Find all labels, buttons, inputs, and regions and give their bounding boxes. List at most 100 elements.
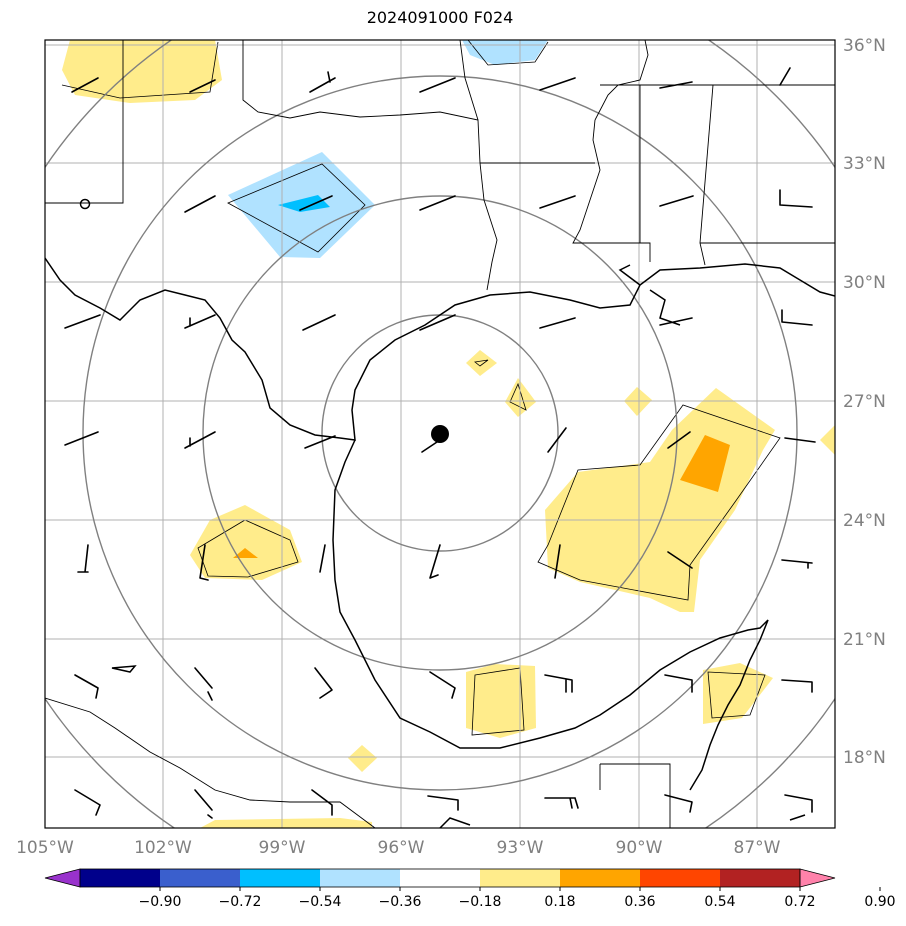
wind-barb xyxy=(304,435,336,449)
wind-barb xyxy=(184,314,216,329)
colorbar-tick-label: −0.18 xyxy=(459,894,502,910)
wind-barb xyxy=(314,667,333,699)
colorbar-segment xyxy=(240,869,321,887)
calm-wind-icon xyxy=(79,198,91,210)
wind-barb xyxy=(784,437,816,443)
lon-label: 87°W xyxy=(734,838,781,858)
lat-label: 33°N xyxy=(843,154,886,174)
wind-barb xyxy=(299,195,333,211)
positive-region-strong xyxy=(680,435,730,492)
lon-label: 96°W xyxy=(378,838,425,858)
colorbar-segment xyxy=(80,869,161,887)
wind-barb xyxy=(539,77,576,91)
positive-region xyxy=(62,40,222,103)
colorbar: −0.90 −0.72 −0.54 −0.36 −0.18 0.18 0.36 0.54 0.7… xyxy=(44,868,896,910)
colorbar-tick-label: 0.72 xyxy=(784,894,815,910)
colorbar-tick-label: 0.36 xyxy=(624,894,655,910)
lon-label: 99°W xyxy=(259,838,306,858)
colorbar-segment xyxy=(640,869,721,887)
lon-label: 105°W xyxy=(16,838,74,858)
wind-barb xyxy=(184,431,216,449)
wind-barb xyxy=(664,674,693,693)
wind-barb xyxy=(544,674,573,693)
wind-barb xyxy=(781,309,813,326)
wind-barb xyxy=(667,551,693,569)
wind-barb xyxy=(74,674,99,699)
wind-barb xyxy=(199,544,209,581)
colorbar-segment xyxy=(720,869,801,887)
wind-barb xyxy=(71,77,99,93)
wind-barb xyxy=(779,67,791,86)
colorbar-tick-label: 0.18 xyxy=(544,894,575,910)
wind-barb xyxy=(74,789,101,816)
wind-barb xyxy=(77,544,89,573)
colorbar-segment xyxy=(560,869,641,887)
colorbar-tick-label: −0.72 xyxy=(219,894,262,910)
wind-barb xyxy=(659,195,694,207)
colorbar-tick-label: −0.90 xyxy=(139,894,182,910)
latitude-labels: 36°N 33°N 30°N 27°N 24°N 21°N 18°N xyxy=(843,36,886,768)
wind-barb xyxy=(784,794,813,813)
map-title: 2024091000 F024 xyxy=(366,8,514,27)
contour-lines xyxy=(61,40,781,736)
positive-region xyxy=(200,818,372,828)
wind-barb xyxy=(419,195,456,211)
wind-barb xyxy=(194,789,213,819)
wind-barb xyxy=(659,81,693,89)
positive-region xyxy=(466,664,536,738)
lat-label: 18°N xyxy=(843,748,886,768)
lon-label: 90°W xyxy=(616,838,663,858)
map-frame xyxy=(44,39,836,829)
positive-region xyxy=(190,505,302,580)
lon-label: 102°W xyxy=(134,838,192,858)
colorbar-extension-high xyxy=(799,868,836,888)
positive-region xyxy=(466,350,497,376)
lat-label: 27°N xyxy=(843,392,886,412)
colorbar-tick-label: −0.36 xyxy=(379,894,422,910)
lat-label: 21°N xyxy=(843,630,886,650)
colorbar-tick-label: 0.90 xyxy=(864,894,895,910)
wind-barb xyxy=(184,195,216,213)
wind-barb xyxy=(419,314,456,331)
range-ring xyxy=(82,75,798,791)
range-ring xyxy=(202,195,678,671)
wind-barb xyxy=(544,797,579,809)
colorbar-tick-label: 0.54 xyxy=(704,894,735,910)
colorbar-frame xyxy=(79,868,801,888)
colorbar-segment xyxy=(400,869,481,887)
wind-barb xyxy=(664,794,693,813)
wind-barb xyxy=(554,544,561,579)
wind-barb xyxy=(429,544,441,579)
wind-barb xyxy=(539,195,576,209)
colorbar-extension-low xyxy=(44,868,81,888)
lat-label: 24°N xyxy=(843,511,886,531)
shaded-fields xyxy=(62,40,835,828)
positive-region xyxy=(820,425,835,455)
wind-barb xyxy=(429,671,456,699)
wind-barb xyxy=(189,79,216,93)
colorbar-tick-label: −0.54 xyxy=(299,894,342,910)
wind-barb xyxy=(659,317,693,326)
colorbar-segment xyxy=(480,869,561,887)
positive-region xyxy=(545,388,775,612)
wind-barb xyxy=(427,795,459,811)
graticule xyxy=(45,40,835,828)
wind-barb xyxy=(781,559,813,569)
negative-region-strong xyxy=(278,195,330,212)
coastline xyxy=(45,257,835,828)
wind-barb xyxy=(779,189,813,208)
wind-barbs xyxy=(64,67,816,819)
political-borders xyxy=(45,40,835,828)
wind-barb xyxy=(319,544,326,573)
wind-barb xyxy=(419,77,456,93)
wind-barb xyxy=(64,314,101,329)
wind-barb xyxy=(781,679,813,693)
wind-barb xyxy=(64,431,99,446)
storm-center-marker xyxy=(431,425,449,443)
positive-region xyxy=(703,663,773,724)
wind-barb xyxy=(547,427,567,453)
